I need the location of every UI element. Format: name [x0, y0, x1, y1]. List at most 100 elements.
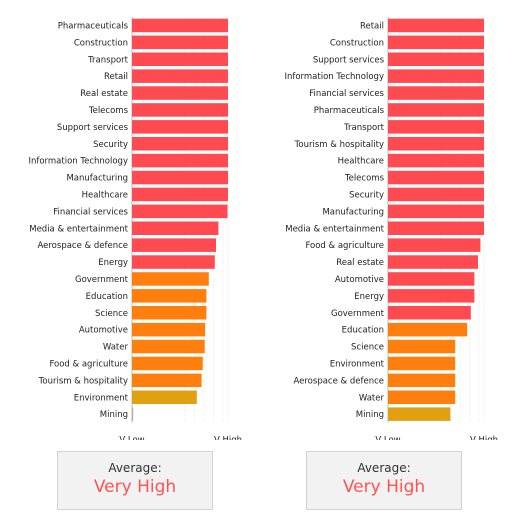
left-bar: [132, 221, 219, 235]
left-category-label: Automotive: [79, 326, 128, 336]
right-category-label: Transport: [343, 123, 385, 133]
left-category-label: Security: [93, 140, 128, 150]
left-category-label: Mining: [100, 410, 128, 420]
right-category-label: Pharmaceuticals: [314, 106, 385, 116]
left-bar: [132, 86, 228, 100]
right-bar: [388, 35, 484, 50]
right-bar: [388, 103, 484, 117]
right-bar: [388, 204, 484, 219]
left-x-tick-label: V High: [214, 436, 242, 440]
left-bar: [132, 390, 197, 404]
left-category-label: Pharmaceuticals: [58, 21, 129, 31]
left-average-box: Average: Very High: [57, 451, 213, 510]
right-bar: [388, 322, 468, 337]
right-bar: [388, 187, 484, 202]
right-category-label: Tourism & hospitality: [294, 140, 384, 150]
right-category-label: Science: [351, 343, 384, 353]
left-category-label: Environment: [74, 393, 129, 403]
left-bar: [132, 289, 207, 303]
left-bar: [132, 170, 228, 185]
left-bar: [132, 255, 215, 269]
right-category-label: Water: [359, 393, 385, 403]
right-x-tick-label: V High: [470, 436, 498, 440]
right-category-label: Aerospace & defence: [293, 376, 384, 386]
right-average-box: Average: Very High: [306, 451, 462, 510]
left-category-label: Real estate: [80, 89, 128, 99]
right-category-label: Mining: [356, 410, 384, 420]
right-bar: [388, 272, 475, 286]
right-bar: [388, 238, 481, 252]
right-bar: [388, 170, 484, 185]
left-category-label: Media & entertainment: [29, 224, 128, 234]
left-category-label: Construction: [74, 38, 128, 48]
left-bar: [132, 339, 205, 354]
right-category-label: Education: [342, 326, 384, 336]
left-category-label: Retail: [104, 72, 128, 82]
right-bar: [388, 86, 484, 100]
right-category-label: Security: [349, 190, 384, 200]
right-category-label: Healthcare: [338, 157, 384, 167]
right-category-label: Food & agriculture: [305, 241, 384, 251]
right-bar: [388, 18, 484, 33]
right-x-tick-label: V Low: [375, 436, 400, 440]
left-category-label: Water: [103, 343, 129, 353]
left-category-label: Aerospace & defence: [37, 241, 128, 251]
left-bar: [132, 18, 228, 33]
left-bar: [132, 306, 207, 320]
right-bar: [388, 120, 484, 134]
left-bar: [132, 120, 228, 134]
left-bar: [132, 69, 228, 83]
left-bar: [132, 187, 228, 202]
left-bar: [132, 52, 228, 66]
left-bar: [132, 272, 209, 286]
right-category-label: Manufacturing: [322, 207, 384, 217]
left-category-label: Tourism & hospitality: [38, 376, 128, 386]
left-category-label: Government: [75, 275, 129, 285]
left-category-label: Science: [95, 309, 128, 319]
right-category-label: Construction: [330, 38, 384, 48]
right-category-label: Support services: [313, 55, 385, 65]
right-category-label: Automotive: [335, 275, 384, 285]
right-category-label: Environment: [330, 359, 385, 369]
right-bar: [388, 69, 484, 83]
left-bar: [132, 322, 206, 337]
left-category-label: Healthcare: [82, 190, 128, 200]
right-bar-chart: Retail Construction Support services Inform…: [284, 17, 498, 440]
left-average-value: Very High: [93, 477, 177, 497]
right-average-value: Very High: [342, 477, 426, 497]
left-category-label: Telecoms: [88, 106, 129, 116]
left-bar: [132, 35, 228, 50]
right-bar: [388, 407, 451, 421]
left-bar: [132, 103, 228, 117]
right-bar: [388, 373, 456, 388]
right-category-label: Information Technology: [284, 72, 384, 82]
right-category-label: Media & entertainment: [285, 224, 384, 234]
right-bar: [388, 289, 475, 303]
left-bar: [132, 356, 203, 371]
right-category-label: Retail: [360, 21, 384, 31]
left-bar: [132, 137, 228, 151]
left-category-label: Transport: [87, 55, 129, 65]
right-bar: [388, 221, 484, 235]
left-category-label: Information Technology: [28, 157, 128, 167]
left-bar: [132, 204, 228, 219]
right-bar: [388, 52, 484, 66]
right-bar: [388, 137, 484, 151]
left-category-label: Food & agriculture: [49, 359, 128, 369]
right-bar: [388, 339, 456, 354]
right-bar: [388, 153, 484, 168]
right-category-label: Real estate: [336, 258, 384, 268]
left-bar: [132, 153, 228, 168]
right-bar: [388, 356, 456, 371]
right-bar: [388, 255, 478, 269]
left-bar: [132, 407, 134, 421]
left-category-label: Financial services: [53, 207, 128, 217]
right-average-label: Average:: [357, 461, 411, 475]
left-category-label: Education: [86, 292, 128, 302]
left-bar-chart: Pharmaceuticals Construction Transport Reta…: [28, 17, 242, 440]
left-bar: [132, 238, 216, 252]
right-category-label: Financial services: [309, 89, 384, 99]
left-category-label: Support services: [57, 123, 129, 133]
left-bar: [132, 373, 202, 388]
right-bar: [388, 390, 456, 404]
